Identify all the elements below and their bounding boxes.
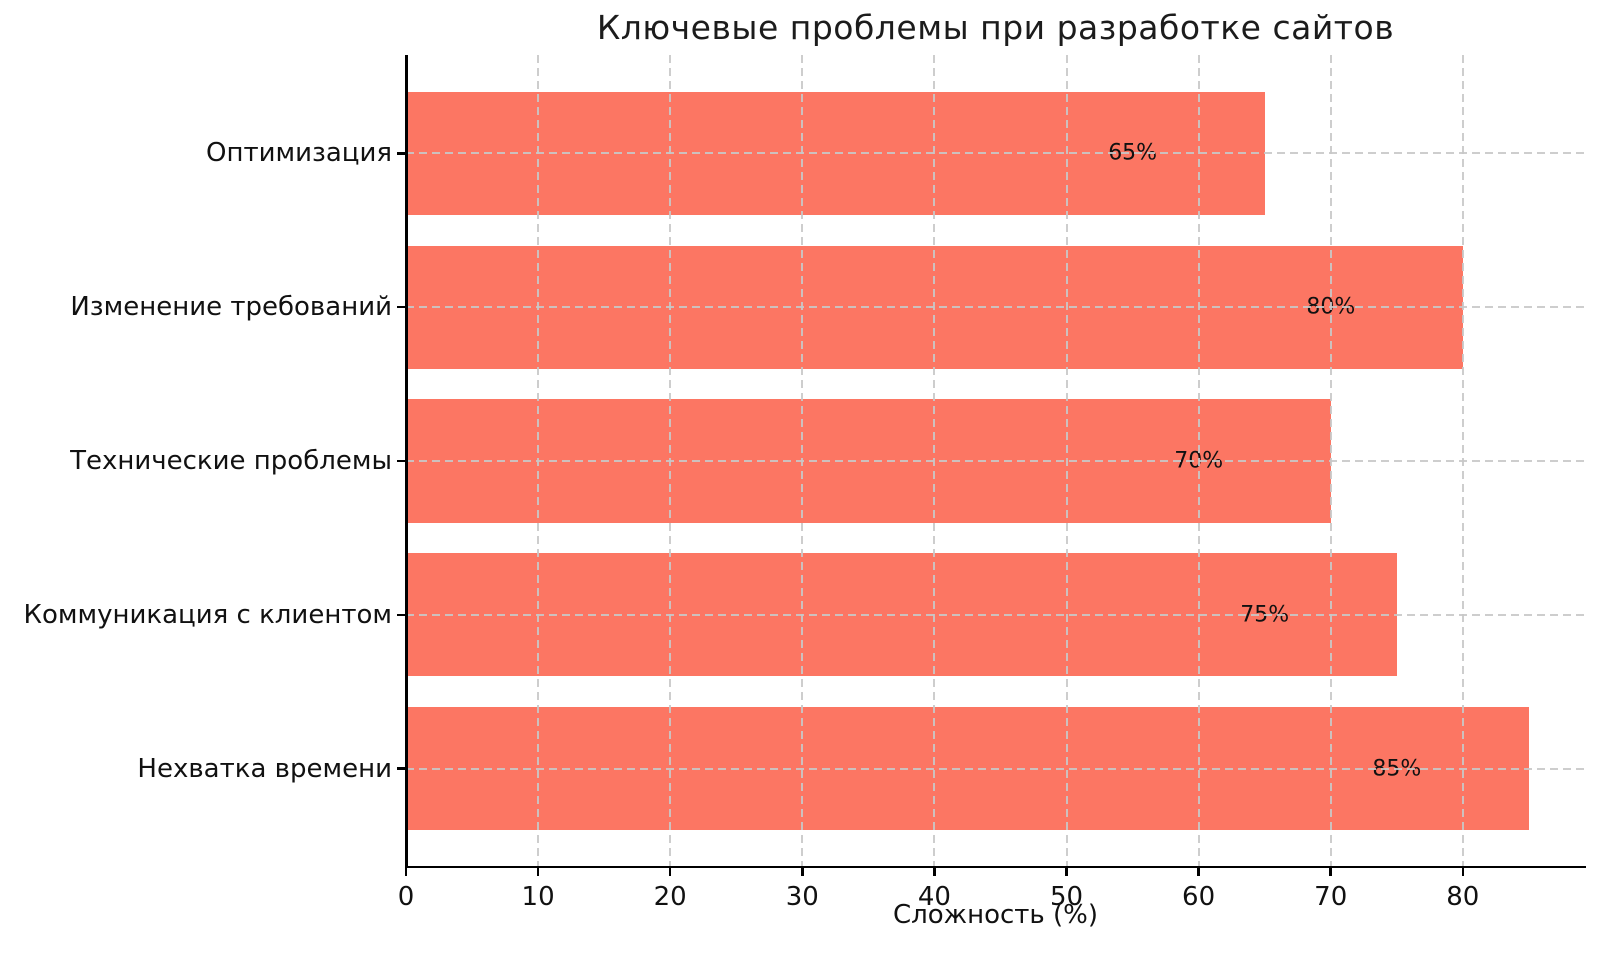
plot-area: 65%80%70%75%85% [405,55,1586,868]
x-tick-mark [404,867,408,876]
y-tick-mark [397,152,406,155]
gridline-vertical [1329,55,1332,867]
x-tick-label: 30 [785,882,819,912]
gridline-vertical [1065,55,1068,867]
x-tick-label: 40 [917,882,951,912]
y-tick-label: Нехватка времени [137,753,392,784]
x-tick-mark [1197,867,1200,876]
x-axis-title: Сложность (%) [892,900,1099,930]
y-tick-label: Изменение требований [70,292,392,323]
x-tick-label: 50 [1049,882,1084,912]
x-tick-label: 0 [397,882,415,912]
y-axis-line [405,55,408,867]
x-tick-label: 70 [1314,882,1348,912]
x-tick-label: 60 [1182,882,1216,912]
x-tick-label: 20 [653,882,687,912]
y-tick-mark [397,305,406,309]
x-tick-mark [801,867,804,876]
y-tick-label: Технические проблемы [70,446,392,476]
y-tick-mark [397,459,406,463]
gridline-horizontal [406,152,1585,155]
gridline-horizontal [406,613,1585,616]
x-tick-label: 10 [521,882,555,912]
x-tick-label: 80 [1446,882,1480,912]
gridline-horizontal [406,306,1585,309]
x-tick-mark [1461,867,1465,876]
gridline-vertical [801,55,804,867]
x-tick-mark [668,867,672,876]
x-axis-line [405,865,1586,868]
gridline-horizontal [406,767,1585,770]
x-tick-mark [1329,867,1332,876]
y-tick-label: Оптимизация [205,138,392,169]
gridline-horizontal [406,460,1585,462]
x-tick-mark [1065,867,1068,876]
gridline-vertical [669,55,672,867]
gridline-vertical [1197,55,1200,867]
gridline-vertical [1461,55,1464,867]
x-tick-mark [536,867,540,876]
gridline-vertical [933,55,936,867]
y-tick-mark [397,613,406,617]
y-tick-mark [397,767,406,770]
x-tick-mark [933,867,936,876]
y-tick-label: Коммуникация с клиентом [23,599,392,630]
gridline-vertical [537,55,540,867]
chart-title: Ключевые проблемы при разработке сайтов [596,8,1395,47]
